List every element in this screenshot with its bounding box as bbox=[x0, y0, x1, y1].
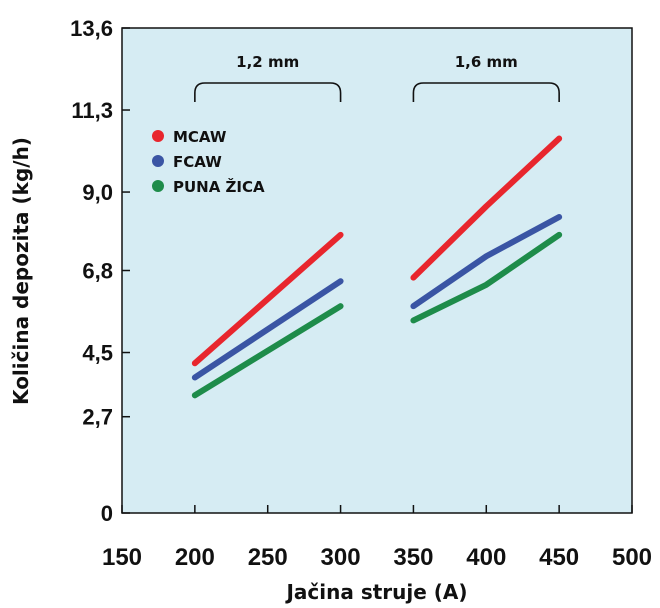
series-line bbox=[191, 303, 344, 399]
x-tick-label: 400 bbox=[466, 544, 506, 571]
series-line bbox=[410, 231, 563, 324]
legend-label: FCAW bbox=[173, 153, 222, 171]
y-axis-ticks: 0 2,7 4,5 6,8 9,0 11,3 13,6 bbox=[70, 16, 130, 526]
legend: MCAW FCAW PUNA ŽICA bbox=[152, 128, 265, 196]
bracket-label: 1,2 mm bbox=[236, 53, 299, 71]
x-tick-label: 350 bbox=[393, 544, 433, 571]
y-tick-label: 4,5 bbox=[82, 341, 113, 366]
x-tick-label: 250 bbox=[248, 544, 288, 571]
x-tick-label: 200 bbox=[175, 544, 215, 571]
y-tick-label: 11,3 bbox=[71, 98, 113, 123]
y-tick-label: 9,0 bbox=[82, 180, 113, 205]
y-tick-label: 6,8 bbox=[82, 259, 113, 284]
bracket-label: 1,6 mm bbox=[455, 53, 518, 71]
y-tick-label: 13,6 bbox=[70, 16, 113, 41]
x-tick-label: 150 bbox=[102, 544, 142, 571]
plot-area bbox=[121, 27, 633, 514]
legend-label: PUNA ŽICA bbox=[173, 177, 265, 196]
x-axis-ticks: 150 200 250 300 350 400 450 500 bbox=[102, 505, 652, 571]
series-lines bbox=[191, 135, 563, 399]
y-tick-label: 2,7 bbox=[82, 405, 113, 430]
legend-label: MCAW bbox=[173, 128, 227, 146]
x-axis-label: Jačina struje (A) bbox=[284, 580, 467, 604]
x-tick-label: 300 bbox=[321, 544, 361, 571]
y-axis-label: Količina depozita (kg/h) bbox=[9, 137, 33, 405]
legend-marker bbox=[152, 130, 164, 142]
bracket bbox=[194, 82, 342, 102]
series-line bbox=[410, 135, 563, 281]
series-line bbox=[410, 214, 563, 310]
x-tick-label: 500 bbox=[612, 544, 652, 571]
series-line bbox=[191, 278, 344, 381]
annotations: 1,2 mm 1,6 mm bbox=[194, 53, 560, 102]
legend-marker bbox=[152, 180, 164, 192]
bracket bbox=[412, 82, 560, 102]
series-line bbox=[191, 231, 344, 367]
legend-marker bbox=[152, 155, 164, 167]
x-tick-label: 450 bbox=[539, 544, 579, 571]
y-tick-label: 0 bbox=[101, 501, 113, 526]
